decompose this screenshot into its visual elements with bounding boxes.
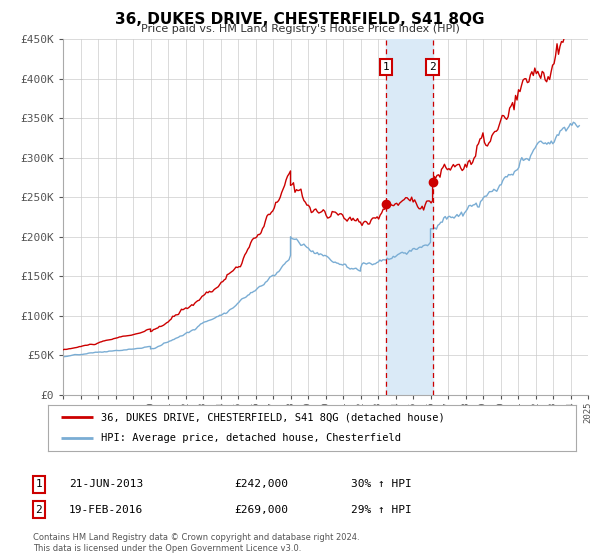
Text: 19-FEB-2016: 19-FEB-2016 xyxy=(69,505,143,515)
Text: 2: 2 xyxy=(429,62,436,72)
Text: HPI: Average price, detached house, Chesterfield: HPI: Average price, detached house, Ches… xyxy=(101,433,401,444)
Text: 1: 1 xyxy=(35,479,43,489)
Text: Price paid vs. HM Land Registry's House Price Index (HPI): Price paid vs. HM Land Registry's House … xyxy=(140,24,460,34)
Text: 2: 2 xyxy=(35,505,43,515)
Text: Contains HM Land Registry data © Crown copyright and database right 2024.
This d: Contains HM Land Registry data © Crown c… xyxy=(33,533,359,553)
Text: £269,000: £269,000 xyxy=(234,505,288,515)
Text: £242,000: £242,000 xyxy=(234,479,288,489)
Text: 1: 1 xyxy=(383,62,389,72)
Text: 21-JUN-2013: 21-JUN-2013 xyxy=(69,479,143,489)
Text: 29% ↑ HPI: 29% ↑ HPI xyxy=(351,505,412,515)
Bar xyxy=(386,39,433,395)
Text: 36, DUKES DRIVE, CHESTERFIELD, S41 8QG: 36, DUKES DRIVE, CHESTERFIELD, S41 8QG xyxy=(115,12,485,27)
Text: 30% ↑ HPI: 30% ↑ HPI xyxy=(351,479,412,489)
Text: 36, DUKES DRIVE, CHESTERFIELD, S41 8QG (detached house): 36, DUKES DRIVE, CHESTERFIELD, S41 8QG (… xyxy=(101,412,445,422)
